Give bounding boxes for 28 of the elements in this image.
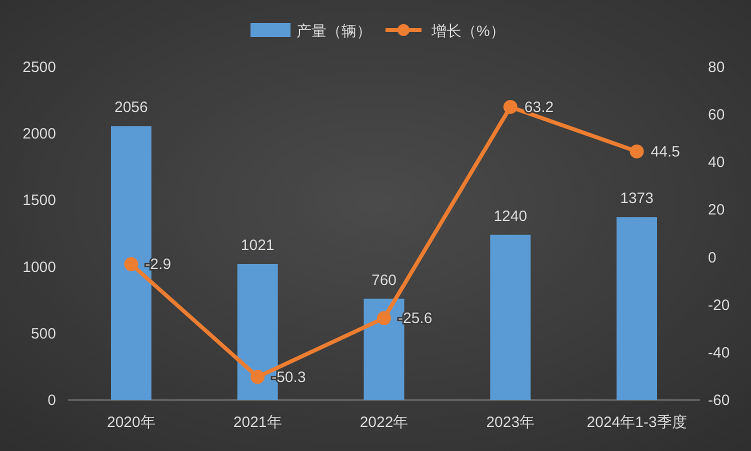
x-tick-label: 2020年 bbox=[107, 414, 156, 431]
y-tick-label: 1500 bbox=[22, 192, 56, 210]
data-label: 760 bbox=[371, 272, 397, 289]
y2-tick-label: -60 bbox=[708, 392, 730, 409]
x-tick-label: 2023年 bbox=[486, 414, 535, 431]
y2-tick-label: 40 bbox=[708, 154, 725, 172]
y-tick-label: 1000 bbox=[22, 258, 56, 276]
y-tick-label: 0 bbox=[48, 392, 56, 409]
y2-tick-label: 0 bbox=[708, 249, 716, 266]
legend-label: 产量（辆） bbox=[296, 23, 372, 40]
y-tick-label: 500 bbox=[30, 325, 56, 342]
y2-tick-label: 80 bbox=[708, 59, 725, 76]
y2-tick-label: 20 bbox=[708, 202, 725, 219]
y2-tick-label: -40 bbox=[708, 344, 730, 362]
y2-tick-label: -20 bbox=[708, 296, 730, 314]
y-tick-label: 2000 bbox=[22, 126, 56, 143]
x-tick-label: 2021年 bbox=[233, 414, 282, 431]
y2-tick-label: 60 bbox=[708, 106, 725, 124]
data-label: 2056 bbox=[114, 99, 148, 116]
y-tick-label: 2500 bbox=[22, 59, 56, 76]
data-label: 1021 bbox=[240, 237, 274, 254]
data-label: 1373 bbox=[620, 190, 654, 208]
legend-label: 增长（%） bbox=[430, 23, 505, 40]
x-tick-label: 2024年1-3季度 bbox=[586, 414, 687, 431]
data-label: 44.5 bbox=[650, 143, 680, 160]
x-tick-label: 2022年 bbox=[360, 414, 408, 431]
data-label: 63.2 bbox=[524, 98, 554, 116]
data-label: 1240 bbox=[494, 208, 528, 225]
